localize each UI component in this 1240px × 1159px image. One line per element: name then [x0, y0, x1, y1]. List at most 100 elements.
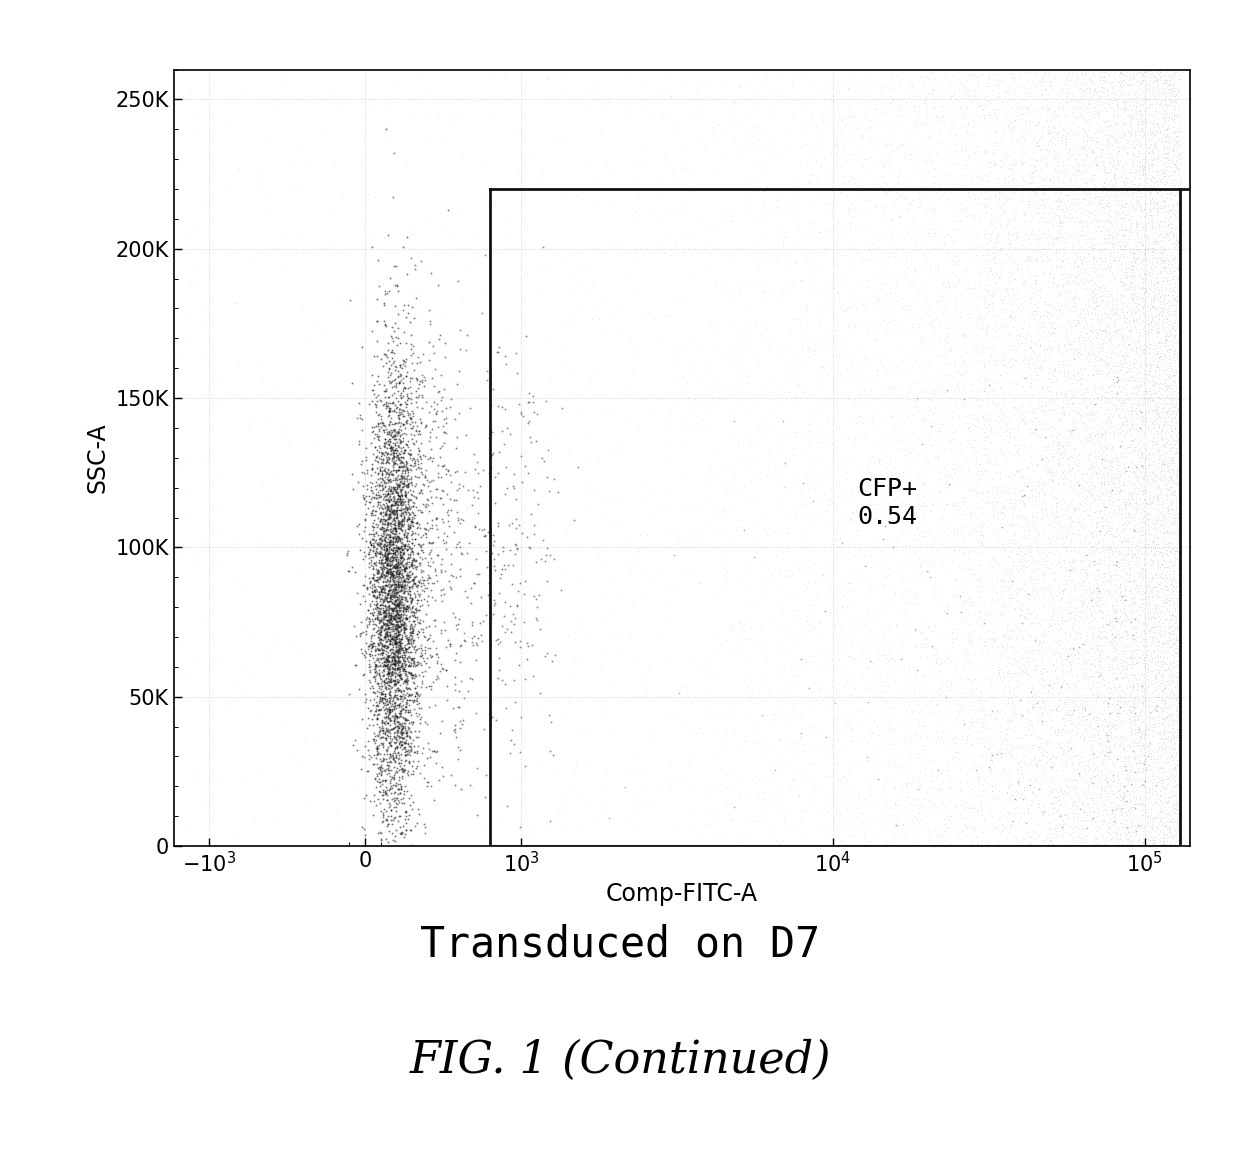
Point	[1141, 455, 1161, 474]
Point	[1045, 147, 1065, 166]
Point	[1061, 571, 1081, 590]
Point	[1115, 783, 1135, 802]
Point	[1141, 806, 1161, 824]
Point	[883, 80, 903, 99]
Point	[728, 433, 748, 452]
Point	[445, 720, 465, 738]
Point	[1078, 789, 1097, 808]
Point	[370, 605, 389, 624]
Point	[382, 640, 402, 658]
Point	[1164, 592, 1184, 611]
Point	[1025, 225, 1045, 243]
Point	[1028, 173, 1048, 191]
Point	[1080, 799, 1100, 817]
Point	[1107, 97, 1127, 116]
Point	[1073, 650, 1092, 669]
Point	[1120, 737, 1140, 756]
Point	[1050, 196, 1070, 214]
Point	[1019, 701, 1039, 720]
Point	[913, 72, 932, 90]
Point	[1047, 428, 1066, 446]
Point	[1145, 418, 1164, 437]
Point	[223, 540, 243, 559]
Point	[1126, 316, 1146, 335]
Point	[1164, 752, 1184, 771]
Point	[1074, 387, 1094, 406]
Point	[1001, 306, 1021, 325]
Point	[795, 657, 815, 676]
Point	[677, 529, 697, 547]
Point	[1169, 494, 1189, 512]
Point	[1115, 464, 1135, 482]
Point	[1159, 184, 1179, 203]
Point	[956, 826, 976, 845]
Point	[1141, 702, 1161, 721]
Point	[1097, 755, 1117, 773]
Point	[1158, 502, 1178, 520]
Point	[1148, 613, 1168, 632]
Point	[1102, 387, 1122, 406]
Point	[372, 756, 392, 774]
Point	[992, 503, 1012, 522]
Point	[1116, 815, 1136, 833]
Point	[1158, 823, 1178, 841]
Point	[1131, 353, 1151, 372]
Point	[1152, 245, 1172, 263]
Point	[1126, 787, 1146, 806]
Point	[1117, 627, 1137, 646]
Point	[1040, 542, 1060, 561]
Point	[386, 728, 405, 746]
Point	[363, 683, 383, 701]
Point	[1147, 802, 1167, 821]
Point	[670, 524, 689, 542]
Point	[1044, 268, 1064, 286]
Point	[1064, 283, 1084, 301]
Point	[1089, 531, 1109, 549]
Point	[383, 520, 403, 539]
Point	[791, 561, 811, 580]
Point	[1095, 831, 1115, 850]
Point	[1011, 167, 1030, 185]
Point	[379, 578, 399, 597]
Point	[1143, 352, 1163, 371]
Point	[895, 305, 915, 323]
Point	[820, 90, 839, 109]
Point	[446, 534, 466, 553]
Point	[1039, 122, 1059, 140]
Point	[377, 348, 397, 366]
Point	[1040, 831, 1060, 850]
Point	[818, 749, 838, 767]
Point	[1123, 431, 1143, 450]
Point	[1156, 639, 1176, 657]
Point	[756, 557, 776, 576]
Point	[1080, 70, 1100, 88]
Point	[785, 708, 805, 727]
Point	[1110, 736, 1130, 755]
Point	[1101, 206, 1121, 225]
Point	[1014, 789, 1034, 808]
Point	[1069, 520, 1089, 539]
Point	[1109, 770, 1128, 788]
Point	[1143, 162, 1163, 181]
Point	[351, 625, 371, 643]
Point	[1141, 257, 1161, 276]
Point	[1073, 433, 1092, 452]
Point	[1169, 606, 1189, 625]
Point	[423, 420, 443, 438]
Point	[904, 435, 924, 453]
Point	[389, 780, 409, 799]
Point	[1143, 381, 1163, 400]
Point	[812, 469, 832, 488]
Point	[1089, 576, 1109, 595]
Point	[841, 219, 861, 238]
Point	[1131, 314, 1151, 333]
Point	[1123, 246, 1143, 264]
Point	[1110, 64, 1130, 82]
Point	[977, 482, 997, 501]
Point	[1068, 476, 1087, 495]
Point	[381, 632, 401, 650]
Point	[1094, 276, 1114, 294]
Point	[428, 509, 448, 527]
Point	[956, 491, 976, 510]
Point	[371, 611, 391, 629]
